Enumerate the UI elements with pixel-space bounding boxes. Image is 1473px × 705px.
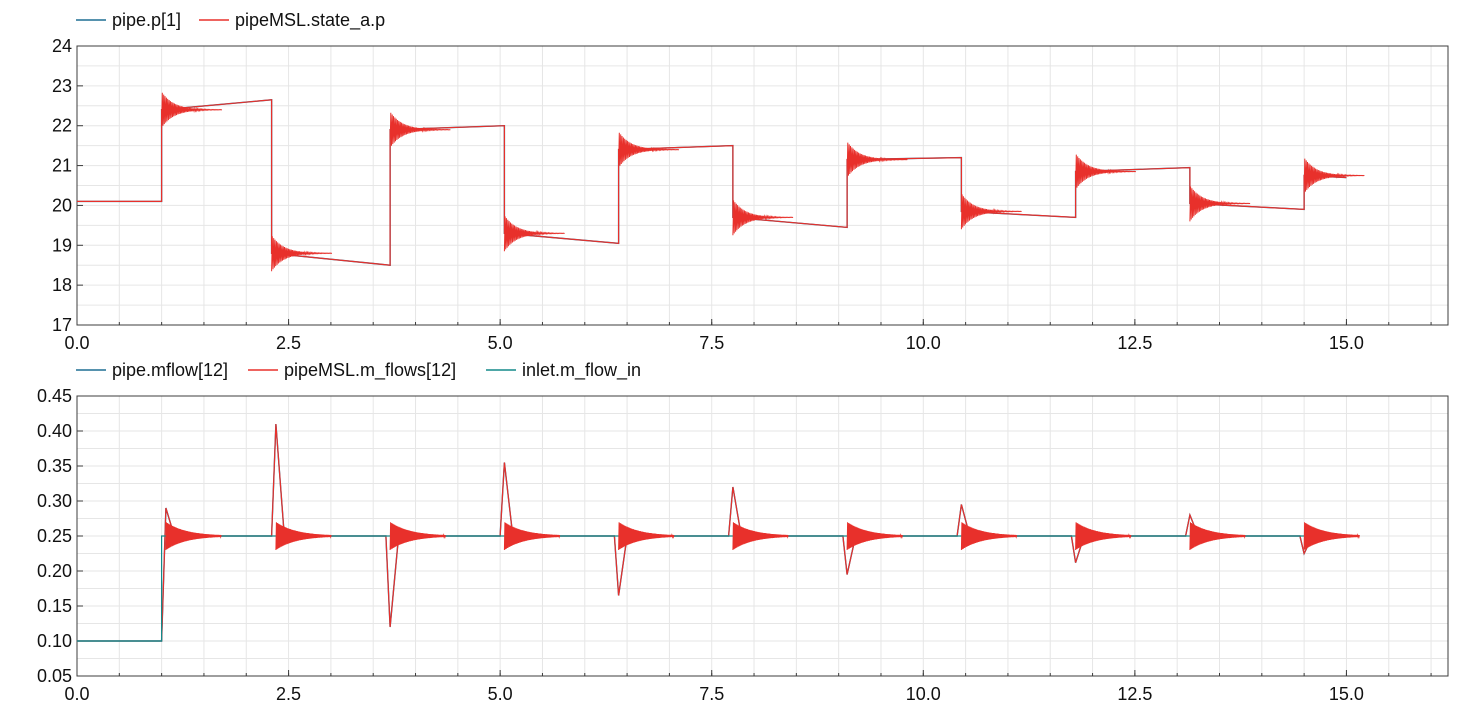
oscillation-trace (618, 522, 675, 551)
x-tick-label: 10.0 (906, 684, 941, 700)
y-tick-label: 18 (52, 275, 72, 295)
x-tick-label: 2.5 (276, 684, 301, 700)
plot-panel-1: 17 18 19 20 21 22 23 24 0.0 2.5 5.0 7.5 10.0 12.5 15.0… (52, 10, 1449, 353)
y-tick-label: 21 (52, 156, 72, 176)
y-tick-label: 0.25 (37, 526, 72, 546)
x-tick-label: 15.0 (1329, 333, 1364, 353)
oscillation-trace (1189, 186, 1251, 222)
oscillation-trace (846, 142, 908, 178)
legend-label: pipeMSL.state_a.p (235, 10, 385, 31)
x-tick-label: 0.0 (64, 333, 89, 353)
oscillation-band (165, 522, 1360, 551)
y-tick-label: 0.20 (37, 561, 72, 581)
y-tick-label: 23 (52, 76, 72, 96)
oscillation-trace (1189, 522, 1246, 551)
oscillation-band (161, 92, 1365, 272)
oscillation-trace (846, 522, 903, 551)
x-tick-label: 10.0 (906, 333, 941, 353)
oscillation-trace (960, 194, 1022, 230)
oscillation-trace (389, 522, 446, 551)
y-tick-label: 0.15 (37, 596, 72, 616)
x-tick-label: 7.5 (699, 333, 724, 353)
x-tick-label: 2.5 (276, 333, 301, 353)
x-tick-label: 12.5 (1117, 333, 1152, 353)
y-tick-label: 0.45 (37, 386, 72, 406)
x-tick-label: 5.0 (488, 333, 513, 353)
oscillation-trace (503, 522, 561, 551)
oscillation-trace (1303, 522, 1360, 551)
plot-panel-2: 0.05 0.10 0.15 0.20 0.25 0.30 0.35 0.40 0.45 0.0 2… (37, 360, 1449, 704)
y-tick-label: 0.05 (37, 666, 72, 686)
series-line-pipemsl-m-flows-12 (77, 423, 1347, 642)
y-tick-label: 0.40 (37, 421, 72, 441)
oscillation-trace (165, 522, 222, 551)
x-tick-label: 7.5 (699, 684, 724, 700)
y-tick-label: 20 (52, 195, 72, 215)
oscillation-trace (161, 92, 223, 128)
x-tick-label: 0.0 (64, 684, 89, 700)
oscillation-trace (503, 216, 565, 252)
oscillation-trace (389, 112, 451, 148)
legend: pipe.p[1] pipeMSL.state_a.p (76, 10, 385, 31)
oscillation-trace (618, 132, 680, 168)
legend-label: inlet.m_flow_in (522, 360, 641, 381)
y-tick-label: 0.10 (37, 631, 72, 651)
y-tick-label: 0.35 (37, 456, 72, 476)
oscillation-trace (275, 522, 332, 551)
y-tick-label: 0.30 (37, 491, 72, 511)
oscillation-trace (1075, 154, 1137, 190)
x-tick-label: 5.0 (488, 684, 513, 700)
legend-label: pipe.mflow[12] (112, 360, 228, 380)
oscillation-trace (732, 522, 789, 551)
grid (76, 45, 1448, 326)
oscillation-trace (271, 236, 333, 272)
x-tick-label: 12.5 (1117, 684, 1152, 700)
y-tick-label: 17 (52, 315, 72, 335)
series-line-pipemsl-state-a-p (77, 99, 1347, 266)
legend-label: pipeMSL.m_flows[12] (284, 360, 456, 381)
plot-frame (76, 45, 1449, 326)
y-tick-label: 24 (52, 36, 72, 56)
x-tick-label: 15.0 (1329, 684, 1364, 700)
oscillation-trace (1303, 158, 1365, 194)
legend-label: pipe.p[1] (112, 10, 181, 30)
legend: pipe.mflow[12] pipeMSL.m_flows[12] inlet.m… (76, 360, 641, 381)
oscillation-trace (1075, 522, 1132, 551)
y-tick-label: 22 (52, 116, 72, 136)
oscillation-trace (960, 522, 1018, 551)
grid (76, 395, 1448, 677)
y-tick-label: 19 (52, 235, 72, 255)
oscillation-trace (732, 200, 794, 236)
